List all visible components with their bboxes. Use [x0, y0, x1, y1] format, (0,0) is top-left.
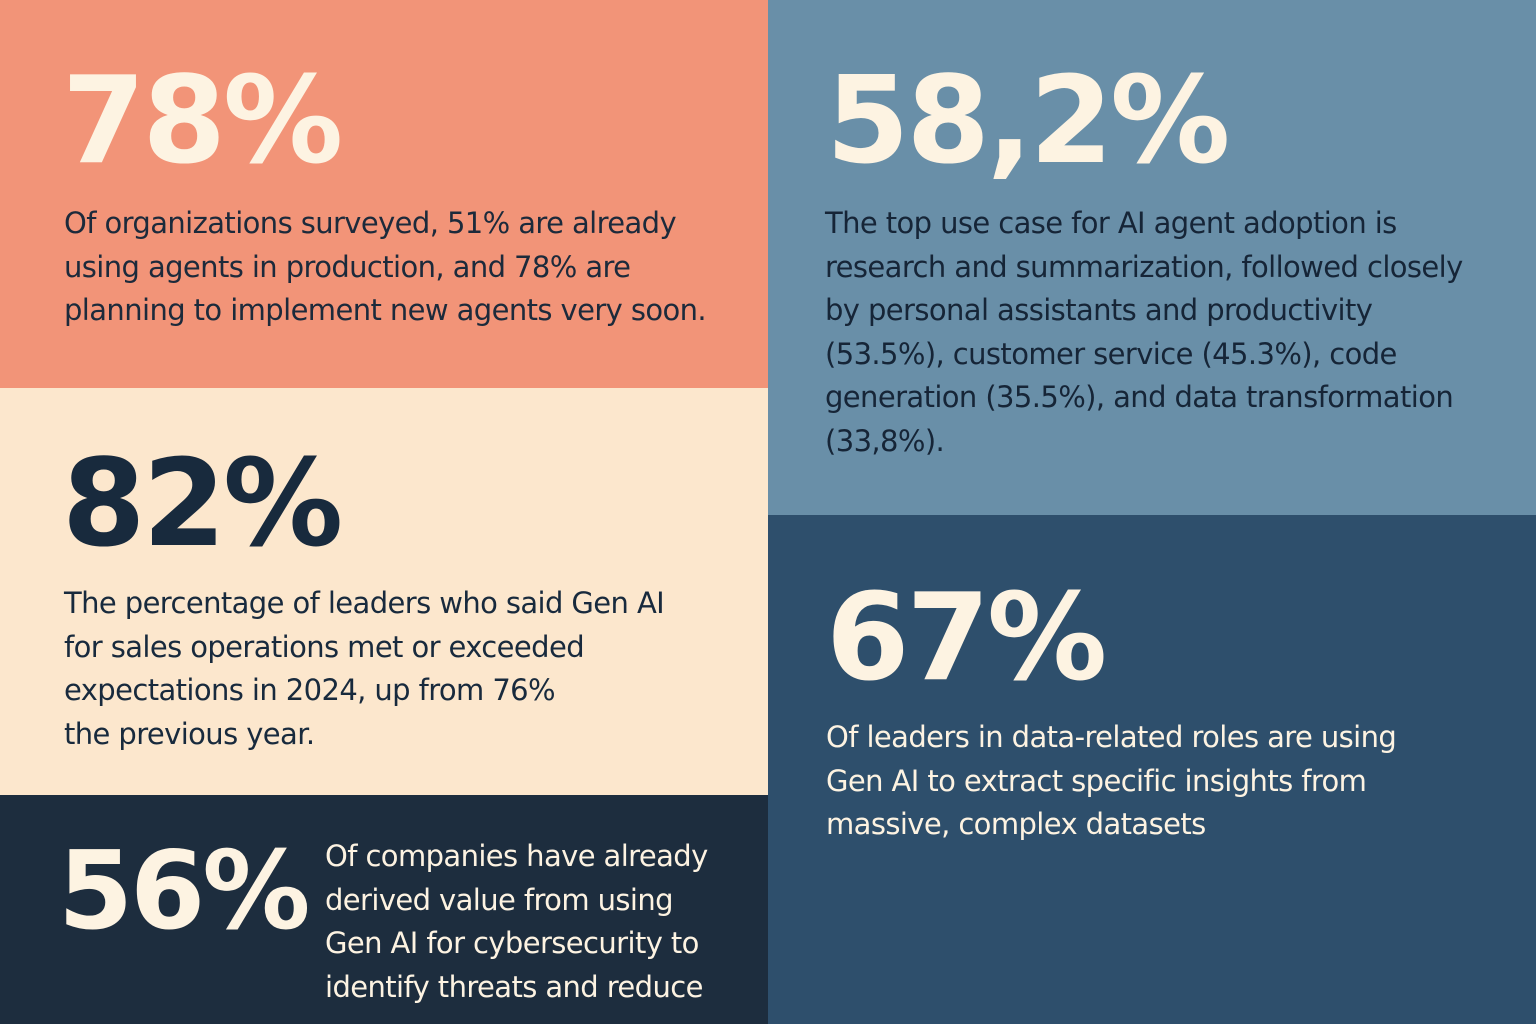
- description-line: Gen AI for cybersecurity to: [325, 926, 699, 960]
- description-line: the previous year.: [64, 716, 315, 751]
- stat-description: Of organizations surveyed, 51% are alrea…: [64, 202, 707, 333]
- stat-value: 82%: [62, 435, 343, 574]
- description-line: generation (35.5%), and data transformat…: [825, 380, 1454, 414]
- description-line: Of companies have already: [325, 839, 708, 873]
- description-line: for sales operations met or exceeded: [64, 629, 585, 664]
- description-line: expectations in 2024, up from 76%: [64, 673, 556, 707]
- description-line: derived value from using: [325, 882, 674, 917]
- stat-panel-agents-production: 78% Of organizations surveyed, 51% are a…: [0, 0, 768, 388]
- stat-panel-data-insights: 67% Of leaders in data-related roles are…: [768, 515, 1536, 1024]
- description-line: planning to implement new agents very so…: [64, 293, 707, 327]
- description-line: by personal assistants and productivity: [825, 293, 1373, 327]
- description-line: Of leaders in data-related roles are usi…: [826, 720, 1397, 754]
- description-line: Gen AI to extract specific insights from: [826, 763, 1367, 798]
- description-line: (33,8%).: [825, 423, 945, 458]
- stat-value: 58,2%: [826, 52, 1230, 191]
- stat-description: Of leaders in data-related roles are usi…: [826, 716, 1397, 847]
- stat-panel-sales-operations: 82% The percentage of leaders who said G…: [0, 388, 768, 795]
- description-line: using agents in production, and 78% are: [64, 249, 631, 284]
- stat-description: The percentage of leaders who said Gen A…: [64, 582, 665, 756]
- description-line: The percentage of leaders who said Gen A…: [64, 586, 665, 620]
- description-line: massive, complex datasets: [826, 807, 1206, 841]
- description-line: The top use case for AI agent adoption i…: [825, 206, 1397, 240]
- stat-description: Of companies have already derived value …: [325, 835, 708, 1009]
- stat-value: 67%: [826, 569, 1107, 708]
- stat-panel-top-use-case: 58,2% The top use case for AI agent adop…: [768, 0, 1536, 515]
- stat-description: The top use case for AI agent adoption i…: [825, 202, 1463, 463]
- description-line: Of organizations surveyed, 51% are alrea…: [64, 206, 677, 240]
- stat-value: 78%: [62, 52, 343, 191]
- description-line: research and summarization, followed clo…: [825, 249, 1463, 284]
- stat-value: 56%: [58, 829, 311, 954]
- stat-panel-cybersecurity: 56% Of companies have already derived va…: [0, 795, 768, 1024]
- description-line: identify threats and reduce: [325, 969, 703, 1004]
- description-line: (53.5%), customer service (45.3%), code: [825, 336, 1397, 371]
